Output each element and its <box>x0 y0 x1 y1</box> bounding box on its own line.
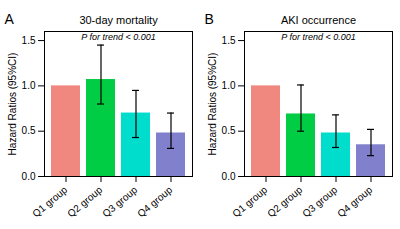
svg-text:AKI occurrence: AKI occurrence <box>281 14 356 26</box>
svg-text:Q2 group: Q2 group <box>65 184 104 220</box>
svg-text:Hazard Ratios (95%CI): Hazard Ratios (95%CI) <box>7 53 18 156</box>
svg-text:1.0: 1.0 <box>22 80 36 91</box>
svg-text:30-day mortality: 30-day mortality <box>79 14 158 26</box>
svg-text:Q3 group: Q3 group <box>300 184 339 220</box>
svg-text:1.0: 1.0 <box>222 80 236 91</box>
svg-text:1.5: 1.5 <box>22 35 36 46</box>
svg-text:A: A <box>5 11 15 27</box>
svg-text:Q2 group: Q2 group <box>265 184 304 220</box>
svg-text:P for trend < 0.001: P for trend < 0.001 <box>281 32 355 42</box>
svg-text:Q3 group: Q3 group <box>100 184 139 220</box>
svg-text:0.5: 0.5 <box>22 125 36 136</box>
svg-text:0.5: 0.5 <box>222 125 236 136</box>
svg-text:1.5: 1.5 <box>222 35 236 46</box>
svg-text:P for trend < 0.001: P for trend < 0.001 <box>81 32 155 42</box>
svg-text:Q1 group: Q1 group <box>230 184 269 220</box>
svg-text:0.0: 0.0 <box>222 171 236 182</box>
svg-text:Q4 group: Q4 group <box>135 184 174 220</box>
svg-text:B: B <box>205 11 214 27</box>
svg-text:Hazard Ratios (95%CI): Hazard Ratios (95%CI) <box>207 53 218 156</box>
svg-text:Q1 group: Q1 group <box>30 184 69 220</box>
svg-text:Q4 group: Q4 group <box>335 184 374 220</box>
svg-text:0.0: 0.0 <box>22 171 36 182</box>
